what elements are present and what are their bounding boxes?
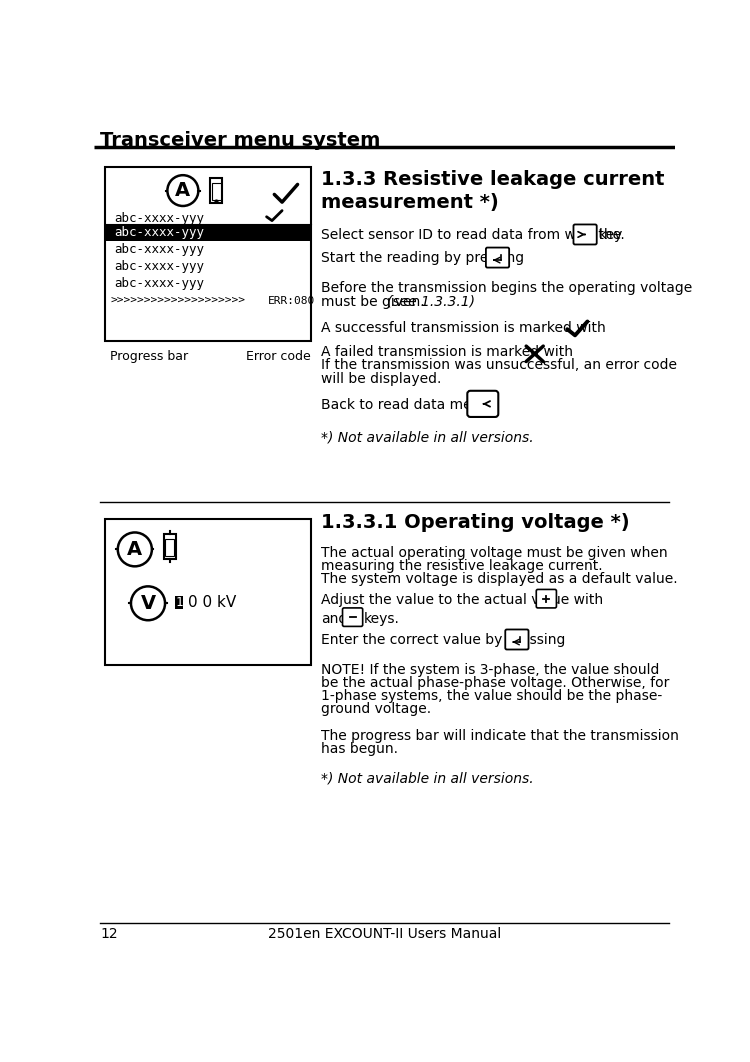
Text: Back to read data menu: Back to read data menu (321, 398, 489, 412)
Text: >>>>>>>>>>>>>>>>>>>>: >>>>>>>>>>>>>>>>>>>> (110, 295, 245, 306)
Text: A successful transmission is marked with: A successful transmission is marked with (321, 322, 605, 336)
FancyBboxPatch shape (165, 538, 174, 555)
Text: abc-xxxx-yyy: abc-xxxx-yyy (115, 211, 205, 225)
FancyBboxPatch shape (175, 596, 183, 610)
Text: Progress bar: Progress bar (110, 350, 188, 363)
Text: abc-xxxx-yyy: abc-xxxx-yyy (115, 243, 205, 256)
Text: Before the transmission begins the operating voltage: Before the transmission begins the opera… (321, 281, 692, 295)
Text: (see 1.3.3.1): (see 1.3.3.1) (387, 294, 475, 309)
Text: Adjust the value to the actual value with: Adjust the value to the actual value wit… (321, 594, 603, 607)
Text: V: V (140, 594, 155, 613)
Text: Transceiver menu system: Transceiver menu system (100, 131, 380, 150)
Text: measuring the resistive leakage current.: measuring the resistive leakage current. (321, 559, 602, 572)
Text: A: A (176, 182, 190, 200)
Text: The actual operating voltage must be given when: The actual operating voltage must be giv… (321, 546, 668, 560)
Text: If the transmission was unsuccessful, an error code: If the transmission was unsuccessful, an… (321, 359, 676, 373)
Text: Enter the correct value by pressing: Enter the correct value by pressing (321, 633, 566, 648)
FancyBboxPatch shape (210, 178, 223, 203)
Text: *) Not available in all versions.: *) Not available in all versions. (321, 431, 533, 445)
Text: will be displayed.: will be displayed. (321, 372, 441, 386)
Text: A failed transmission is marked with: A failed transmission is marked with (321, 344, 573, 359)
Text: 12: 12 (100, 927, 118, 941)
Text: The system voltage is displayed as a default value.: The system voltage is displayed as a def… (321, 571, 677, 586)
FancyBboxPatch shape (105, 168, 310, 341)
Text: A: A (128, 539, 142, 559)
Text: be the actual phase-phase voltage. Otherwise, for: be the actual phase-phase voltage. Other… (321, 675, 669, 689)
Text: abc-xxxx-yyy: abc-xxxx-yyy (115, 260, 205, 273)
FancyBboxPatch shape (164, 534, 176, 559)
Text: abc-xxxx-yyy: abc-xxxx-yyy (115, 277, 205, 290)
FancyBboxPatch shape (343, 607, 363, 627)
Text: 1.3.3.1 Operating voltage *): 1.3.3.1 Operating voltage *) (321, 513, 629, 532)
Text: Error code: Error code (246, 350, 310, 363)
Text: *) Not available in all versions.: *) Not available in all versions. (321, 771, 533, 785)
FancyBboxPatch shape (211, 183, 220, 200)
Text: ground voltage.: ground voltage. (321, 702, 431, 716)
Text: 1-phase systems, the value should be the phase-: 1-phase systems, the value should be the… (321, 689, 662, 703)
Text: Start the reading by pressing: Start the reading by pressing (321, 251, 524, 264)
FancyBboxPatch shape (105, 518, 310, 665)
Text: 2501en EXCOUNT-II Users Manual: 2501en EXCOUNT-II Users Manual (268, 927, 501, 941)
Text: has begun.: has begun. (321, 742, 398, 756)
Text: 1.3.3 Resistive leakage current
measurement *): 1.3.3 Resistive leakage current measurem… (321, 170, 664, 211)
Text: key.: key. (598, 227, 625, 241)
FancyBboxPatch shape (506, 630, 529, 650)
Text: 1: 1 (176, 596, 183, 609)
FancyBboxPatch shape (574, 224, 597, 244)
FancyBboxPatch shape (536, 589, 556, 607)
FancyBboxPatch shape (105, 224, 310, 241)
Text: ERR:080: ERR:080 (268, 295, 315, 306)
Text: must be given.: must be given. (321, 294, 429, 309)
Text: abc-xxxx-yyy: abc-xxxx-yyy (115, 226, 205, 239)
Text: keys.: keys. (364, 612, 399, 626)
Text: and: and (321, 612, 347, 626)
Text: 0 0 kV: 0 0 kV (188, 595, 236, 610)
FancyBboxPatch shape (486, 247, 509, 268)
Text: NOTE! If the system is 3-phase, the value should: NOTE! If the system is 3-phase, the valu… (321, 663, 659, 676)
Text: Select sensor ID to read data from with the: Select sensor ID to read data from with … (321, 227, 621, 241)
FancyBboxPatch shape (467, 391, 498, 417)
Text: The progress bar will indicate that the transmission: The progress bar will indicate that the … (321, 729, 679, 742)
